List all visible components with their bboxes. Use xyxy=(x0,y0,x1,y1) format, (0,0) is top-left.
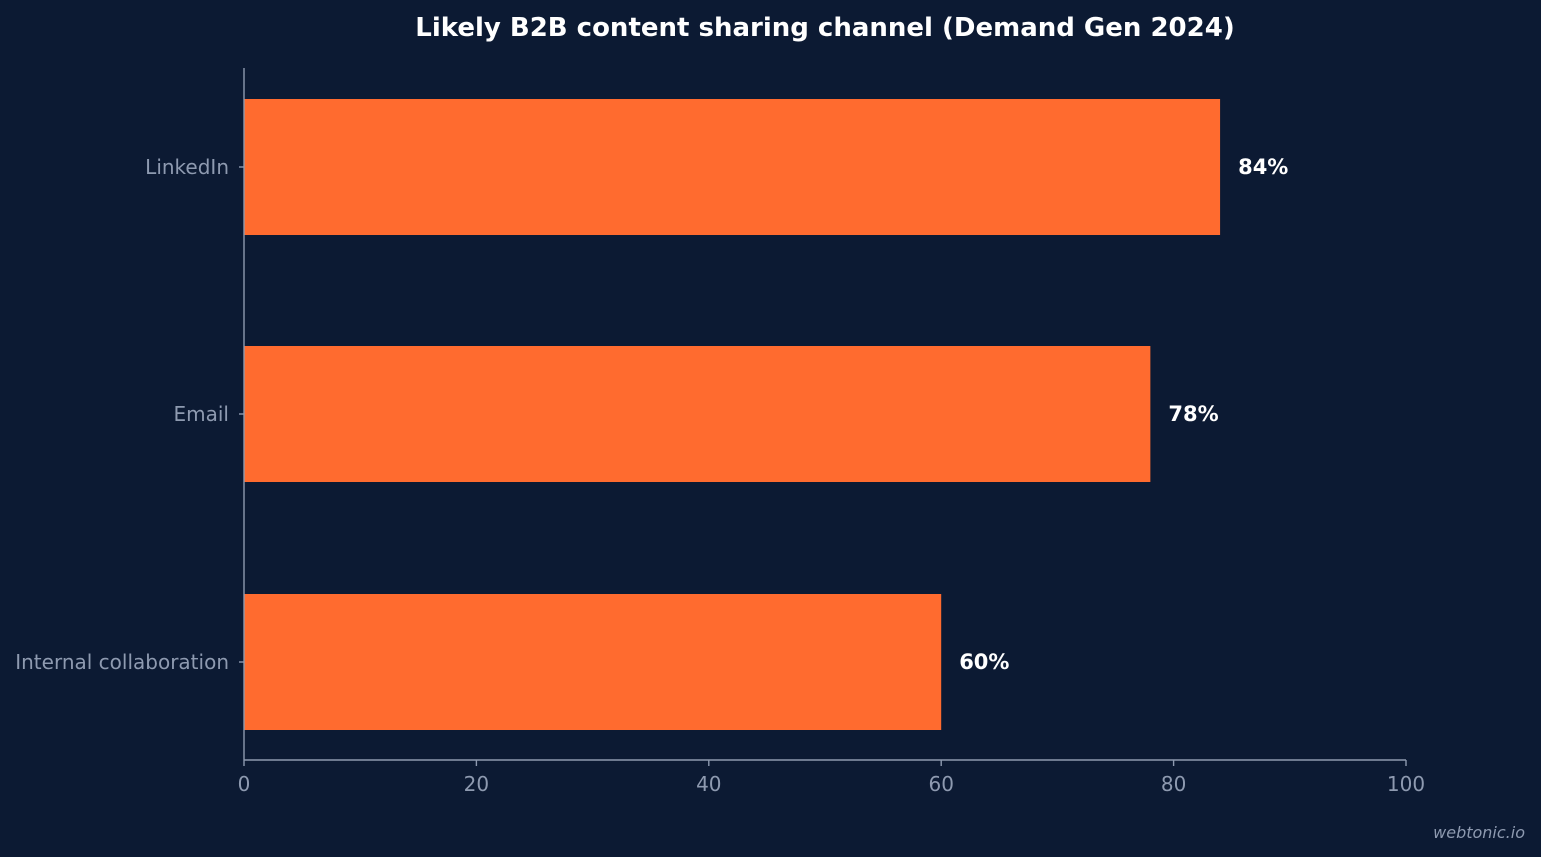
category-label: Internal collaboration xyxy=(15,650,229,674)
bar-email xyxy=(244,346,1151,482)
data-label: 78% xyxy=(1168,402,1218,426)
x-tick-label: 80 xyxy=(1161,772,1186,796)
x-tick-label: 20 xyxy=(464,772,489,796)
x-tick-label: 60 xyxy=(928,772,953,796)
x-tick-label: 0 xyxy=(238,772,251,796)
data-label: 60% xyxy=(959,650,1009,674)
x-tick-label: 100 xyxy=(1387,772,1425,796)
category-label: Email xyxy=(174,402,230,426)
bar-linkedin xyxy=(244,99,1221,235)
data-label: 84% xyxy=(1238,155,1288,179)
bar-internal-collaboration xyxy=(244,594,942,730)
category-label: LinkedIn xyxy=(145,155,229,179)
chart-title: Likely B2B content sharing channel (Dema… xyxy=(415,13,1234,43)
watermark-text: webtonic.io xyxy=(1433,823,1525,842)
x-tick-label: 40 xyxy=(696,772,721,796)
plot-area: LinkedIn Email Internal collaboration 0 20 40… xyxy=(15,68,1425,796)
